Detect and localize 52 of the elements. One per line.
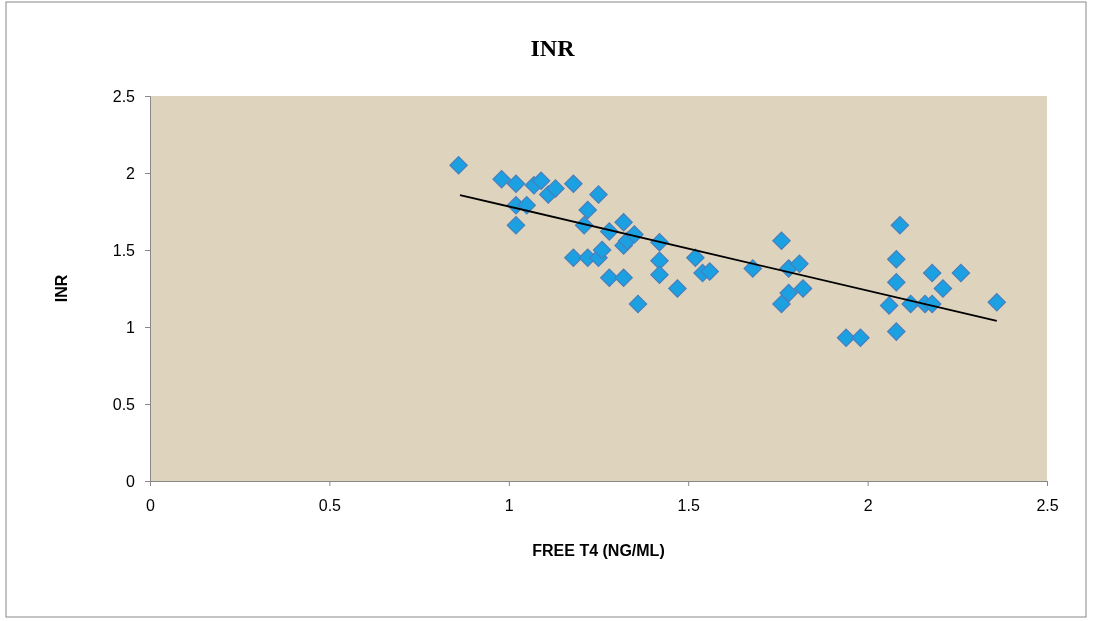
point [851,328,870,348]
point [650,265,669,284]
point [933,279,953,298]
point [564,174,583,194]
y-tick-label: 0.5 [112,395,136,413]
point [614,213,633,232]
point [492,169,511,189]
x-tick-label: 2.5 [1036,497,1059,515]
y-axis-title: INR [53,274,70,303]
x-axis-title: FREE T4 (NG/ML) [532,542,665,559]
x-tick-label: 0 [146,497,156,515]
point [546,179,565,198]
point [879,296,899,315]
point [531,171,551,190]
point [506,174,526,194]
chart-title: INR [530,35,576,61]
point [668,279,687,298]
y-tick-label: 1 [126,318,136,336]
point [700,262,719,281]
x-tick-label: 0.5 [318,497,342,515]
point [506,216,526,235]
x-tick-label: 1 [504,497,514,515]
point [589,185,608,204]
y-tick-label: 2 [126,164,136,182]
point [793,279,813,298]
point [564,248,583,267]
point [517,196,536,215]
point [686,248,705,267]
x-tick-label: 2 [863,497,873,515]
point [772,231,791,251]
point [922,263,942,283]
point [779,283,798,303]
x-tick-label: 1.5 [677,497,700,515]
point [887,249,906,269]
point [987,293,1007,312]
y-tick-label: 2.5 [112,87,136,105]
point [614,268,633,287]
point [951,263,971,283]
point [887,273,906,292]
point [836,328,856,348]
point [592,240,612,260]
point [887,322,906,341]
y-tick-label: 0 [126,472,136,490]
point [578,200,597,220]
y-tick-label: 1.5 [112,241,136,259]
point [743,259,763,278]
point [600,268,619,287]
point [449,156,468,175]
point [772,294,791,314]
point [790,254,809,274]
point [628,294,648,314]
point [890,216,910,235]
